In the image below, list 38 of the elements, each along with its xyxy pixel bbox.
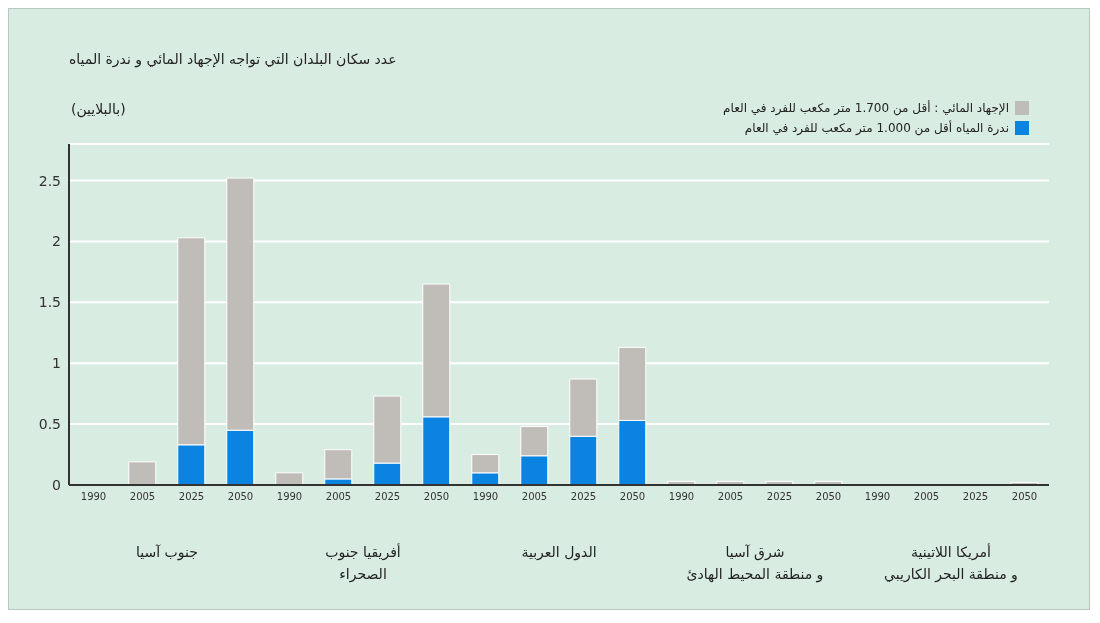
x-tick-label: 2050 bbox=[423, 491, 450, 503]
legend-label: الإجهاد المائي : أقل من 1.700 متر مكعب للفرد في العام bbox=[723, 101, 1009, 115]
x-tick-label: 2025 bbox=[962, 491, 989, 503]
x-tick-label: 2025 bbox=[766, 491, 793, 503]
y-tick-label: 2 bbox=[52, 233, 61, 250]
y-tick-label: 1.5 bbox=[38, 294, 61, 311]
legend-label: ندرة المياه أقل من 1.000 متر مكعب للفرد في العام bbox=[744, 121, 1009, 135]
x-tick-label: 1990 bbox=[276, 491, 303, 503]
text: جنوب آسيا bbox=[135, 543, 199, 563]
x-tick-label: 2050 bbox=[815, 491, 842, 503]
y-tick-label: 0 bbox=[52, 476, 61, 493]
x-tick-label: 2005 bbox=[717, 491, 744, 503]
x-tick-label: 2025 bbox=[374, 491, 401, 503]
x-tick-label: 2005 bbox=[913, 491, 940, 503]
x-tick-label: 1990 bbox=[668, 491, 695, 503]
text: شرق آسيا و منطقة المحيط الهادئ bbox=[685, 543, 825, 585]
y-tick-label: 1 bbox=[52, 355, 61, 372]
y-tick-label: 2.5 bbox=[38, 172, 61, 189]
y-tick-label: 0.5 bbox=[38, 416, 61, 433]
bar bbox=[128, 461, 157, 485]
text: أفريقيا جنوب الصحراء bbox=[324, 542, 402, 585]
x-tick-label: 2005 bbox=[521, 491, 548, 503]
x-tick-label: 2050 bbox=[619, 491, 646, 503]
x-tick-label: 1990 bbox=[472, 491, 499, 503]
text: أمريكا اللاتينية و منطقة البحر الكاريبي bbox=[883, 542, 1019, 585]
x-tick-label: 2025 bbox=[570, 491, 597, 503]
chart-title: عدد سكان البلدان التي تواجه الإجهاد المائي و ندرة المياه bbox=[69, 51, 397, 67]
x-tick-label: 2025 bbox=[178, 491, 205, 503]
bar bbox=[275, 472, 304, 485]
text: الدول العربية bbox=[520, 543, 598, 563]
x-tick-label: 2005 bbox=[325, 491, 352, 503]
x-tick-label: 2005 bbox=[129, 491, 156, 503]
bar bbox=[324, 449, 353, 480]
x-tick-label: 1990 bbox=[80, 491, 107, 503]
y-axis-title: (بالبلايين) bbox=[71, 101, 126, 117]
x-tick-label: 2050 bbox=[1011, 491, 1038, 503]
x-tick-label: 2050 bbox=[227, 491, 254, 503]
x-tick-label: 1990 bbox=[864, 491, 891, 503]
